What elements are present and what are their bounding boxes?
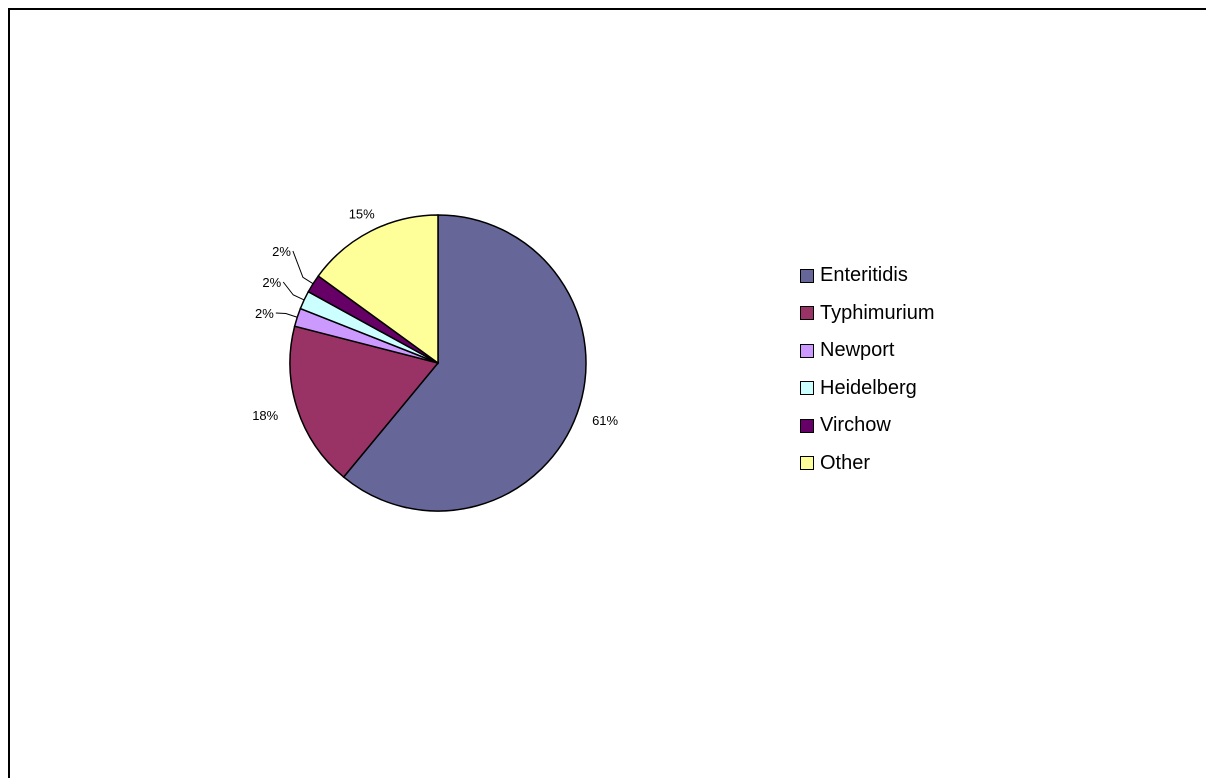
legend-label-newport: Newport: [820, 339, 895, 362]
slice-typhimurium: [289, 325, 440, 479]
legend-label-heidelberg: Heidelberg: [820, 376, 917, 399]
data-label-enteritidis: 61%: [592, 413, 618, 428]
legend-item-heidelberg: Heidelberg: [800, 370, 934, 408]
legend-label-typhimurium: Typhimurium: [820, 301, 935, 324]
data-label-newport: 2%: [255, 306, 274, 321]
data-label-heidelberg: 2%: [262, 275, 281, 290]
legend-item-enteritidis: Enteritidis: [800, 257, 934, 295]
legend-swatch-virchow: [800, 418, 814, 433]
legend-swatch-enteritidis: [800, 268, 814, 283]
legend-item-virchow: Virchow: [800, 407, 934, 445]
chart-frame: [8, 8, 1206, 778]
slice-enteritidis: [342, 214, 587, 512]
leader-line-newport: [275, 312, 298, 318]
legend-swatch-newport: [800, 343, 814, 358]
legend-item-other: Other: [800, 445, 934, 483]
legend-label-virchow: Virchow: [820, 414, 891, 437]
legend: Enteritidis Typhimurium Newport Heidelbe…: [800, 257, 934, 482]
legend-label-other: Other: [820, 451, 871, 474]
data-label-typhimurium: 18%: [252, 408, 278, 423]
leader-line-virchow: [292, 250, 314, 285]
legend-label-enteritidis: Enteritidis: [820, 264, 908, 287]
slice-other: [317, 214, 439, 365]
legend-item-typhimurium: Typhimurium: [800, 295, 934, 333]
legend-swatch-typhimurium: [800, 306, 814, 321]
data-label-other: 15%: [349, 206, 375, 221]
legend-swatch-heidelberg: [800, 381, 814, 396]
data-label-virchow: 2%: [272, 244, 291, 259]
legend-item-newport: Newport: [800, 332, 934, 370]
leader-line-heidelberg: [282, 281, 305, 301]
legend-swatch-other: [800, 456, 814, 471]
